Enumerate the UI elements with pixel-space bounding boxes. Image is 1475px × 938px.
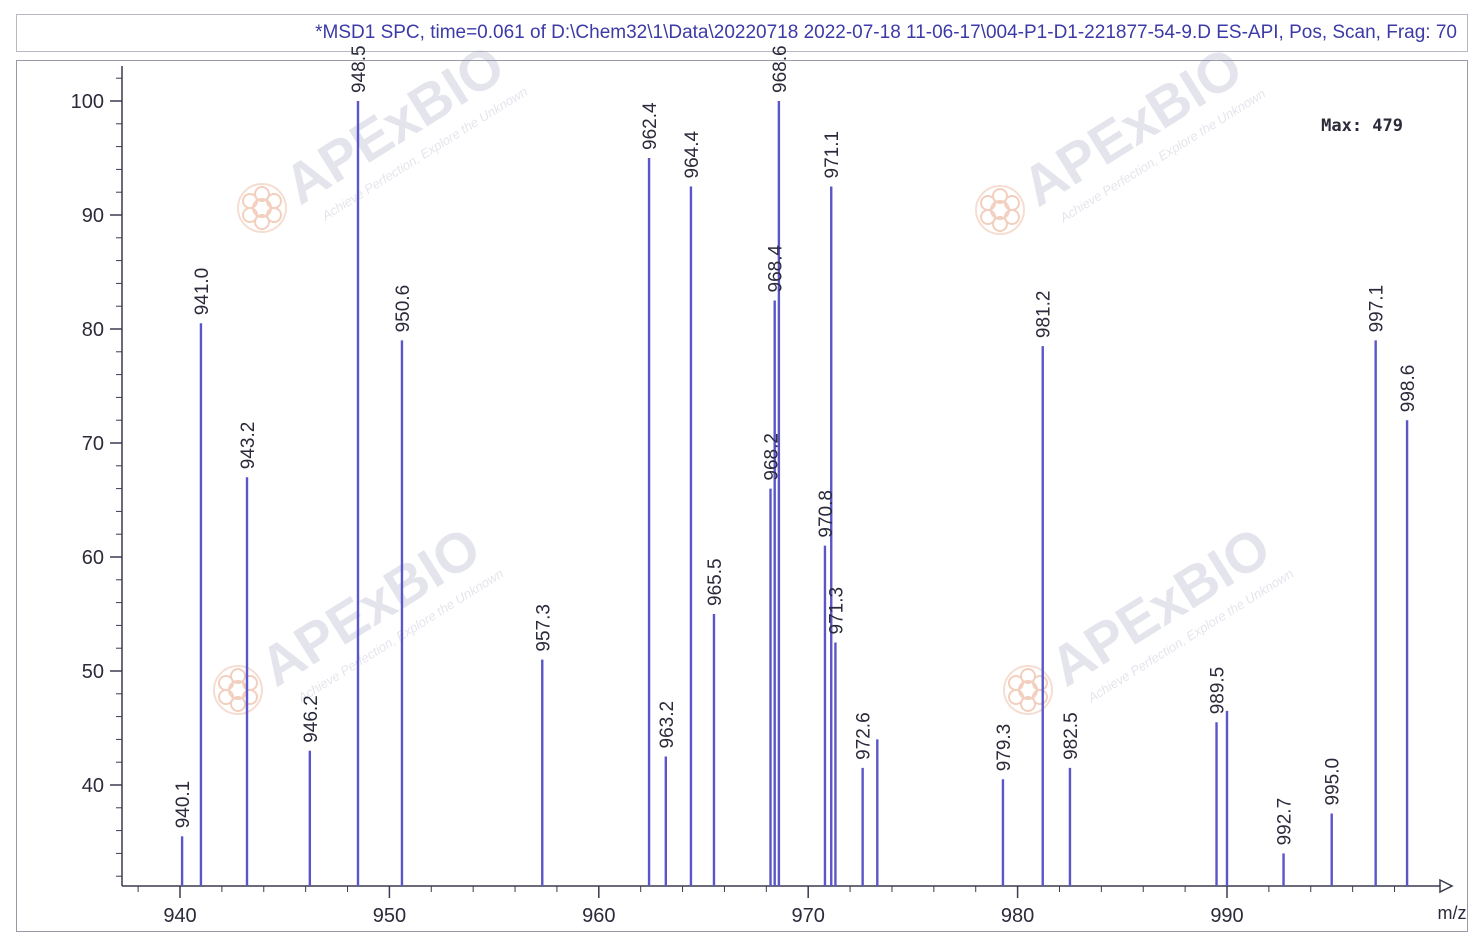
peak-label: 992.7 bbox=[1275, 798, 1296, 846]
y-tick-label: 40 bbox=[82, 775, 104, 797]
peak-label: 981.2 bbox=[1034, 291, 1055, 339]
max-abundance-label: Max: 479 bbox=[1321, 116, 1403, 136]
peak-label: 972.6 bbox=[854, 712, 875, 760]
peak-label: 971.1 bbox=[822, 131, 843, 179]
peak-label: 965.5 bbox=[705, 558, 726, 606]
spectrum-title: *MSD1 SPC, time=0.061 of D:\Chem32\1\Dat… bbox=[315, 22, 1457, 43]
x-tick-label: 950 bbox=[373, 905, 406, 927]
peak-label: 943.2 bbox=[238, 422, 259, 470]
peaks bbox=[180, 101, 1409, 886]
x-tick-label: 960 bbox=[582, 905, 615, 927]
peak-label: 964.4 bbox=[682, 131, 703, 179]
peak-label: 950.6 bbox=[393, 285, 414, 333]
axes: m/z bbox=[121, 66, 1467, 923]
peak-label: 989.5 bbox=[1208, 667, 1229, 715]
x-axis-arrow-icon bbox=[1439, 878, 1454, 894]
peak-label: 963.2 bbox=[657, 701, 678, 749]
watermark-logo-icon bbox=[1003, 665, 1053, 715]
ticks: 940 950 960 970 980 990 40 50 60 70 80 90 100 bbox=[71, 77, 1396, 927]
peak-label: 941.0 bbox=[192, 268, 213, 316]
x-tick-label: 970 bbox=[792, 905, 825, 927]
peak-label: 968.6 bbox=[770, 45, 791, 93]
peak-label: 995.0 bbox=[1323, 758, 1344, 806]
y-tick-label: 90 bbox=[82, 205, 104, 227]
peak-label: 968.2 bbox=[762, 433, 783, 481]
peak-label: 940.1 bbox=[173, 781, 194, 829]
peak-label: 957.3 bbox=[533, 604, 554, 652]
x-tick-label: 990 bbox=[1210, 905, 1243, 927]
peak-label: 962.4 bbox=[640, 102, 661, 150]
peak-label: 948.5 bbox=[349, 45, 370, 93]
y-tick-label: 70 bbox=[82, 433, 104, 455]
x-tick-label: 940 bbox=[163, 905, 196, 927]
y-tick-label: 60 bbox=[82, 547, 104, 569]
y-tick-label: 100 bbox=[71, 91, 104, 113]
peak-label: 997.1 bbox=[1367, 285, 1388, 333]
peak-label: 970.8 bbox=[816, 490, 837, 538]
peak-label: 998.6 bbox=[1398, 365, 1419, 413]
y-tick-label: 50 bbox=[82, 661, 104, 683]
x-tick-label: 980 bbox=[1001, 905, 1034, 927]
watermark-logo-icon bbox=[237, 183, 287, 233]
peak-label: 979.3 bbox=[994, 724, 1015, 772]
peak-labels: 940.1 941.0 943.2 946.2 948.5 950.6 957.3 962.4… bbox=[173, 45, 1419, 845]
watermark-logo-icon bbox=[975, 185, 1025, 235]
x-axis-label: m/z bbox=[1438, 903, 1467, 923]
peak-label: 968.4 bbox=[766, 245, 787, 293]
peak-label: 946.2 bbox=[301, 695, 322, 743]
peak-label: 971.3 bbox=[826, 587, 847, 635]
title-bar: *MSD1 SPC, time=0.061 of D:\Chem32\1\Dat… bbox=[16, 14, 1468, 52]
watermark-logo-icon bbox=[213, 665, 263, 715]
y-tick-label: 80 bbox=[82, 319, 104, 341]
peak-label: 982.5 bbox=[1061, 712, 1082, 760]
